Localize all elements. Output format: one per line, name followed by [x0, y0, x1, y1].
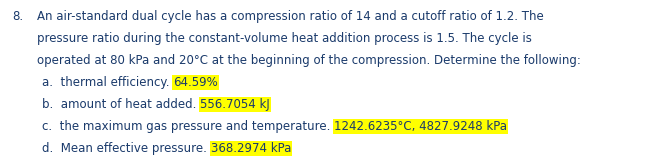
Text: An air-standard dual cycle has a compression ratio of 14 and a cutoff ratio of 1: An air-standard dual cycle has a compres…	[37, 10, 544, 23]
Text: operated at 80 kPa and 20°C at the beginning of the compression. Determine the f: operated at 80 kPa and 20°C at the begin…	[37, 54, 581, 67]
Text: b.  amount of heat added.: b. amount of heat added.	[42, 98, 200, 111]
Text: d.  Mean effective pressure.: d. Mean effective pressure.	[42, 142, 211, 155]
Text: 8.: 8.	[12, 10, 23, 23]
Text: 1242.6235°C, 4827.9248 kPa: 1242.6235°C, 4827.9248 kPa	[334, 120, 507, 133]
Text: 556.7054 kJ: 556.7054 kJ	[200, 98, 270, 111]
Text: a.  thermal efficiency.: a. thermal efficiency.	[42, 76, 173, 89]
Text: 64.59%: 64.59%	[173, 76, 218, 89]
Text: 368.2974 kPa: 368.2974 kPa	[211, 142, 291, 155]
Text: c.  the maximum gas pressure and temperature.: c. the maximum gas pressure and temperat…	[42, 120, 334, 133]
Text: pressure ratio during the constant-volume heat addition process is 1.5. The cycl: pressure ratio during the constant-volum…	[37, 32, 532, 45]
